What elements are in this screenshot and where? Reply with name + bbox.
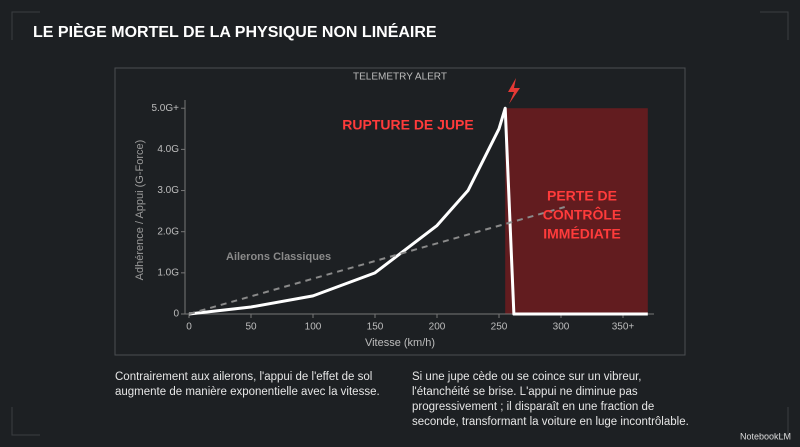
x-tick-label: 250 (491, 322, 508, 333)
danger-zone (505, 108, 648, 314)
x-tick-label: 300 (553, 322, 570, 333)
curve (188, 106, 648, 316)
x-tick-label: 50 (245, 322, 257, 333)
y-tick-label: 1.0G (157, 267, 179, 278)
x-tick-label: 100 (305, 322, 322, 333)
annotation: IMMÉDIATE (543, 226, 621, 242)
annotation: PERTE DE (547, 188, 617, 204)
y-tick-label: 5.0G+ (151, 103, 179, 114)
x-tick-label: 200 (429, 322, 446, 333)
y-tick-label: 3.0G (157, 185, 179, 196)
annotation: CONTRÔLE (543, 206, 622, 223)
panel-label: TELEMETRY ALERT (353, 72, 447, 83)
y-tick-label: 0 (173, 309, 179, 320)
alert-icon (508, 78, 520, 104)
brand: NotebookLM (740, 431, 791, 441)
annotation: RUPTURE DE JUPE (342, 117, 473, 133)
caption-right: Si une jupe cède ou se coince sur un vib… (412, 371, 689, 428)
y-axis-label: Adhérence / Appui (G-Force) (134, 140, 146, 281)
y-tick-label: 2.0G (157, 226, 179, 237)
title: LE PIÈGE MORTEL DE LA PHYSIQUE NON LINÉA… (33, 22, 437, 41)
x-axis-label: Vitesse (km/h) (365, 337, 435, 349)
series-label: Ailerons Classiques (226, 251, 331, 263)
x-tick-label: 350+ (612, 322, 635, 333)
caption-left: Contrairement aux ailerons, l'appui de l… (115, 371, 380, 398)
decor (11, 11, 789, 436)
y-tick-label: 4.0G (157, 144, 179, 155)
x-tick-label: 0 (186, 322, 192, 333)
x-tick-label: 150 (367, 322, 384, 333)
